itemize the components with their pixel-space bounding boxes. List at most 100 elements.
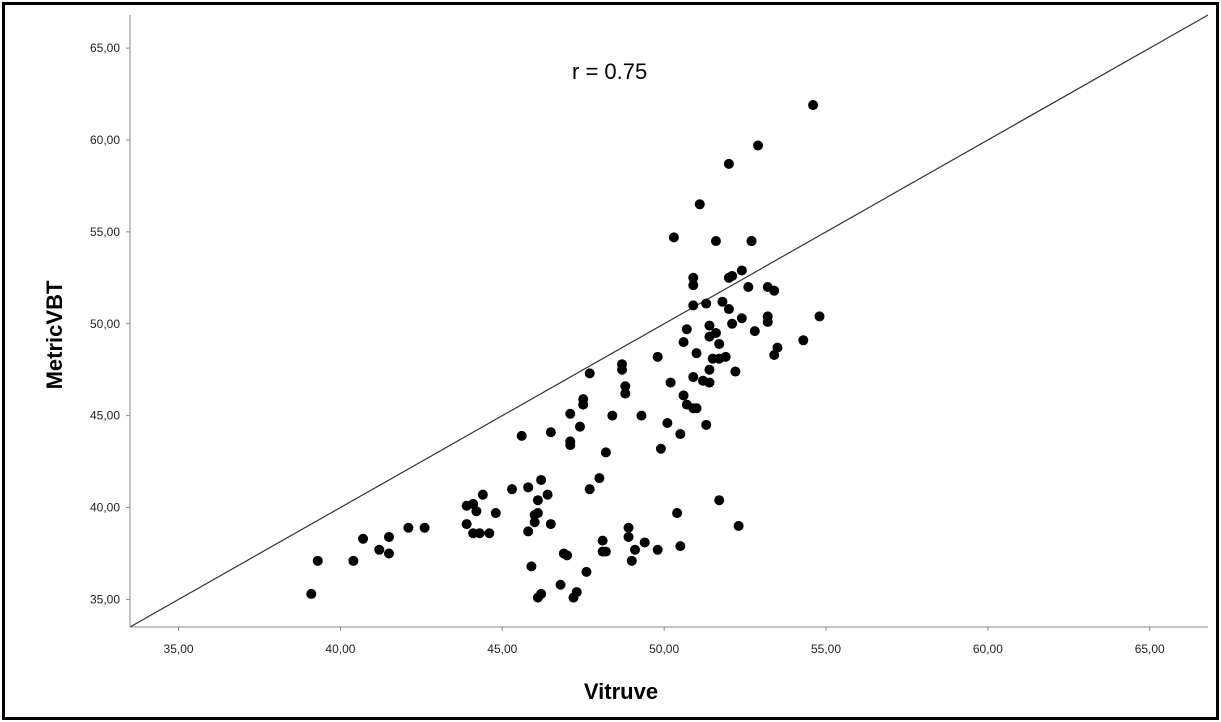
data-point [769,285,780,296]
y-tick-label: 60,00 [90,133,120,147]
data-point [714,338,725,349]
data-point [720,351,731,362]
data-point [594,473,605,484]
y-axis-title: MetricVBT [42,280,67,389]
data-point [733,520,744,531]
y-tick-label: 65,00 [90,41,120,55]
data-point [704,377,715,388]
data-point [532,495,543,506]
data-point [565,440,576,451]
data-point [490,508,501,519]
data-point [727,270,738,281]
data-point [678,337,689,348]
data-point [545,427,556,438]
data-point [542,489,553,500]
data-point [636,410,647,421]
data-point [723,158,734,169]
data-point [730,366,741,377]
data-point [736,265,747,276]
data-point [383,531,394,542]
data-point [678,390,689,401]
x-tick-label: 55,00 [811,642,841,656]
data-point [772,342,783,353]
data-point [555,579,566,590]
data-point [681,324,692,335]
data-point [626,555,637,566]
data-point [607,410,618,421]
data-point [717,296,728,307]
data-point [723,304,734,315]
data-point [403,522,414,533]
data-point [562,550,573,561]
data-point [574,421,585,432]
x-tick-label: 45,00 [487,642,517,656]
data-point [668,232,679,243]
data-point [704,320,715,331]
data-point [358,533,369,544]
axes-layer [129,15,1208,628]
y-tick-label: 50,00 [90,317,120,331]
data-point [383,548,394,559]
data-point [743,282,754,292]
data-point [655,443,666,454]
data-point [798,335,809,346]
data-point [374,544,385,555]
data-point [710,236,721,247]
x-axis-title: Vitruve [584,679,658,704]
data-point [675,541,686,552]
data-point [581,566,592,577]
data-point [474,528,485,539]
data-point [639,537,650,548]
data-point [808,100,819,111]
data-point [600,447,611,458]
points-layer [306,100,825,603]
y-tick-label: 45,00 [90,409,120,423]
data-point [630,544,641,555]
data-point [461,519,472,530]
data-point [529,517,540,528]
data-point [565,408,576,419]
data-point [532,508,543,519]
x-tick-label: 60,00 [973,642,1003,656]
data-point [714,495,725,506]
data-point [688,280,699,291]
data-point [597,535,608,546]
data-point [710,327,721,338]
data-point [749,326,760,337]
data-point [516,430,527,441]
data-point [617,359,628,370]
data-point [662,418,673,428]
data-point [536,588,547,599]
x-tick-label: 40,00 [325,642,355,656]
data-point [762,316,773,327]
data-point [600,546,611,557]
y-tick-label: 35,00 [90,592,120,606]
data-point [419,522,430,533]
data-point [545,519,556,530]
data-point [746,236,757,247]
data-point [736,313,747,324]
data-point [348,555,359,566]
data-point [523,482,534,493]
data-point [578,399,589,410]
data-point [623,531,634,542]
data-point [665,377,676,388]
data-point [523,526,534,537]
data-point [306,588,317,599]
data-point [688,272,699,283]
data-point [620,388,631,399]
data-point [312,555,323,566]
data-point [672,508,683,519]
data-point [652,351,663,362]
x-tick-label: 65,00 [1135,642,1165,656]
data-point [484,528,495,539]
data-point [727,318,738,329]
data-point [536,474,547,485]
data-point [623,522,634,533]
x-tick-label: 35,00 [164,642,194,656]
data-point [471,506,482,517]
data-point [652,544,663,555]
data-point [701,419,712,430]
data-point [814,311,825,322]
data-point [526,561,537,572]
